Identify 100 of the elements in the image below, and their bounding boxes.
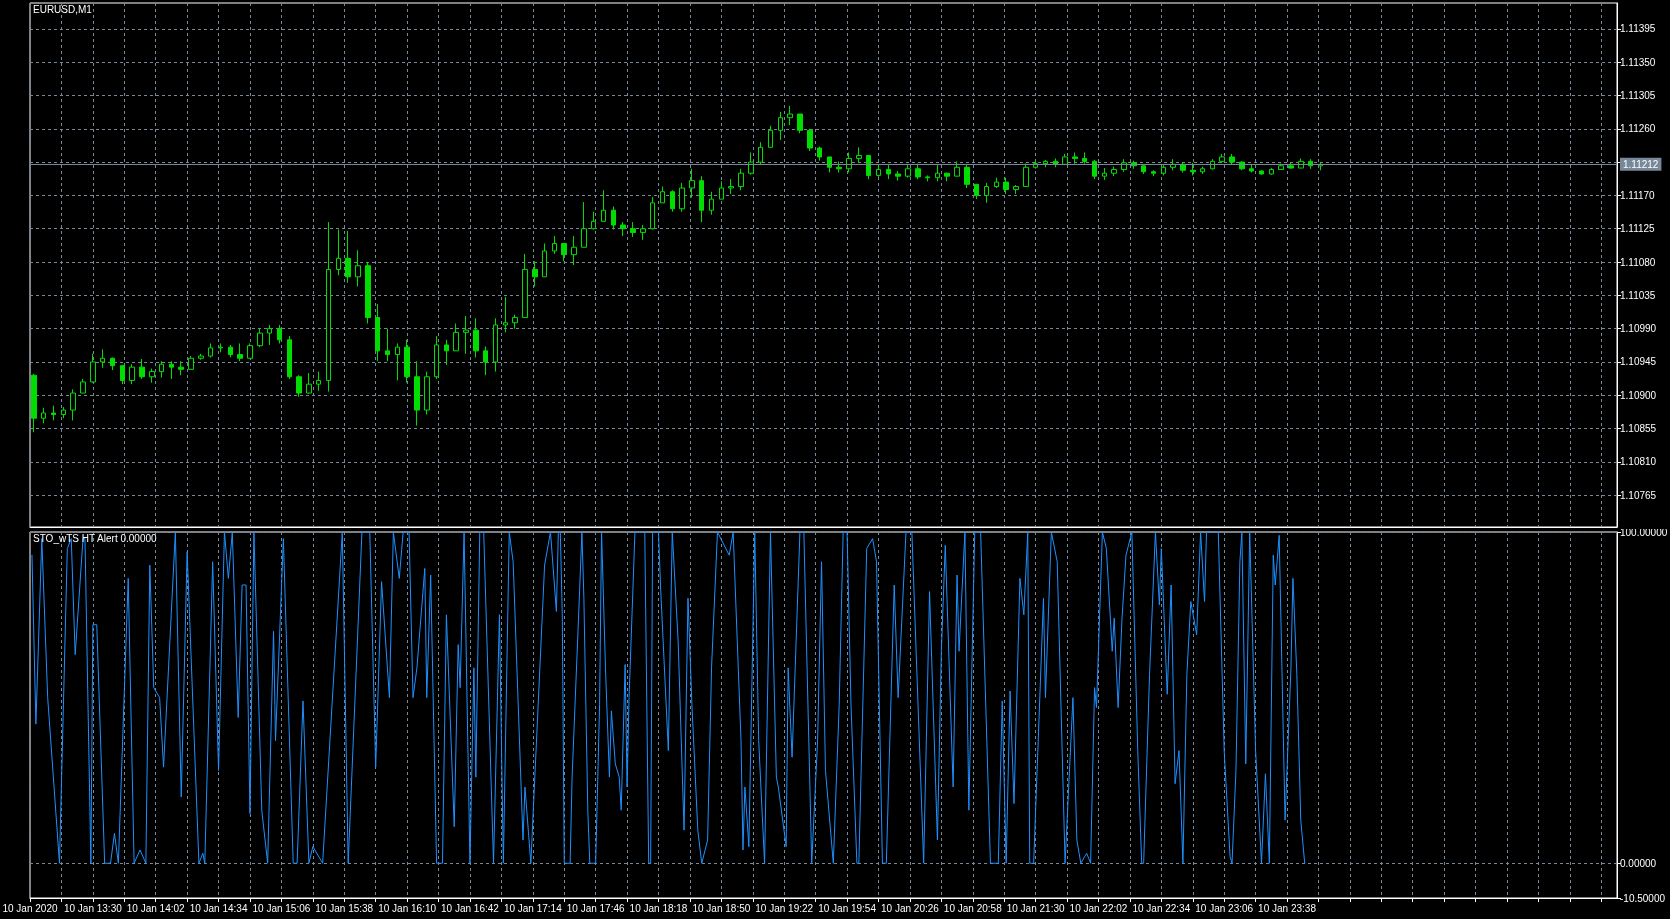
- x-tick-label: 10 Jan 16:42: [441, 902, 500, 914]
- candlestick: [895, 170, 901, 182]
- x-tick-label: 10 Jan 23:38: [1258, 902, 1317, 914]
- candlestick: [483, 345, 488, 376]
- candlestick: [1269, 167, 1274, 176]
- x-tick-label: 10 Jan 15:06: [252, 902, 311, 914]
- y-tick-label: 1.11305: [1620, 90, 1656, 102]
- x-tick-label: 10 Jan 20:26: [881, 902, 940, 914]
- candlestick: [886, 164, 891, 180]
- candlestick: [385, 328, 390, 362]
- candlestick: [1229, 153, 1235, 165]
- candlestick: [41, 407, 46, 424]
- candlestick: [61, 406, 66, 419]
- candlestick: [768, 125, 773, 148]
- candlestick: [208, 342, 213, 359]
- x-tick-label: 10 Jan 19:54: [818, 902, 877, 914]
- candlestick: [169, 360, 174, 380]
- candlestick: [247, 342, 253, 359]
- candlestick: [758, 141, 763, 166]
- x-tick-label: 10 Jan 19:22: [755, 902, 814, 914]
- candlestick: [797, 113, 803, 134]
- candlestick: [925, 174, 930, 182]
- candlestick: [620, 221, 626, 237]
- y-tick-label: -10.50000: [1620, 892, 1666, 904]
- candlestick: [640, 224, 646, 241]
- candlestick: [503, 296, 508, 333]
- candlestick: [954, 160, 960, 177]
- y-tick-label: 1.10900: [1620, 389, 1657, 401]
- candlestick: [1288, 162, 1294, 170]
- candlestick: [581, 201, 587, 248]
- candlestick: [80, 378, 86, 394]
- chart-title: EURUSD,M1: [33, 3, 93, 15]
- candlestick: [326, 221, 331, 393]
- candlestick: [984, 182, 989, 204]
- candlestick: [287, 335, 292, 380]
- candlestick: [110, 357, 115, 371]
- y-tick-label: 1.10945: [1620, 356, 1657, 368]
- candlestick: [728, 178, 734, 195]
- candlestick: [277, 324, 282, 344]
- x-tick-label: 10 Jan 13:30: [63, 902, 123, 914]
- candlestick: [453, 322, 459, 352]
- y-tick-label: 1.10990: [1620, 323, 1657, 335]
- x-tick-label: 10 Jan 18:50: [692, 902, 751, 914]
- candlestick: [974, 183, 979, 200]
- candlestick: [178, 360, 184, 376]
- chart-title: STO_wTS HT Alert 0.00000: [33, 532, 158, 544]
- candlestick: [522, 253, 528, 319]
- candlestick: [149, 368, 155, 384]
- y-tick-label: 1.11125: [1620, 223, 1656, 235]
- candlestick: [463, 315, 469, 355]
- candlestick: [336, 228, 341, 276]
- y-tick-label: 1.10855: [1620, 423, 1657, 435]
- candlestick: [787, 105, 793, 126]
- candlestick: [552, 235, 557, 255]
- candlestick: [709, 191, 714, 216]
- candlestick: [1219, 153, 1225, 164]
- candlestick: [1141, 165, 1146, 175]
- x-tick-label: 10 Jan 17:14: [503, 902, 563, 914]
- candlestick: [90, 353, 96, 384]
- candlestick: [778, 111, 783, 141]
- x-tick-label: 10 Jan 17:46: [566, 902, 626, 914]
- y-tick-label: 1.11350: [1620, 56, 1656, 68]
- candlestick: [1161, 163, 1166, 176]
- candlestick: [434, 335, 439, 380]
- candlestick: [375, 303, 380, 362]
- candlestick: [817, 146, 822, 162]
- candlestick: [836, 160, 842, 173]
- candlestick: [228, 344, 233, 359]
- candlestick: [70, 388, 76, 421]
- x-tick-label: 10 Jan 15:38: [315, 902, 374, 914]
- candlestick: [650, 196, 655, 230]
- x-tick-label: 10 Jan 14:34: [189, 902, 248, 914]
- candlestick: [1259, 169, 1264, 176]
- candlestick: [660, 186, 665, 204]
- y-tick-label: 1.11170: [1620, 189, 1656, 201]
- candlestick: [159, 360, 164, 378]
- candlestick: [129, 363, 135, 385]
- candlestick: [856, 146, 862, 164]
- candlestick: [1003, 177, 1009, 195]
- candlestick: [355, 249, 361, 287]
- candlestick: [699, 175, 704, 223]
- candlestick: [1190, 162, 1196, 176]
- candlestick: [1062, 153, 1068, 166]
- candlestick: [611, 206, 616, 230]
- candlestick: [1023, 163, 1029, 188]
- candlestick: [404, 339, 410, 384]
- candlestick: [444, 339, 449, 366]
- candlestick: [1278, 163, 1284, 171]
- y-tick-label: 1.11080: [1620, 256, 1656, 268]
- candlestick: [601, 189, 606, 222]
- y-tick-label: 1.11035: [1620, 289, 1656, 301]
- candlestick: [51, 405, 56, 421]
- candlestick: [571, 235, 577, 266]
- candlestick: [473, 317, 479, 359]
- x-tick-label: 10 Jan 14:02: [126, 902, 186, 914]
- candlestick: [1072, 152, 1078, 165]
- candlestick: [218, 342, 223, 353]
- candlestick: [905, 164, 911, 179]
- candlestick: [689, 168, 695, 199]
- candlestick: [365, 261, 371, 324]
